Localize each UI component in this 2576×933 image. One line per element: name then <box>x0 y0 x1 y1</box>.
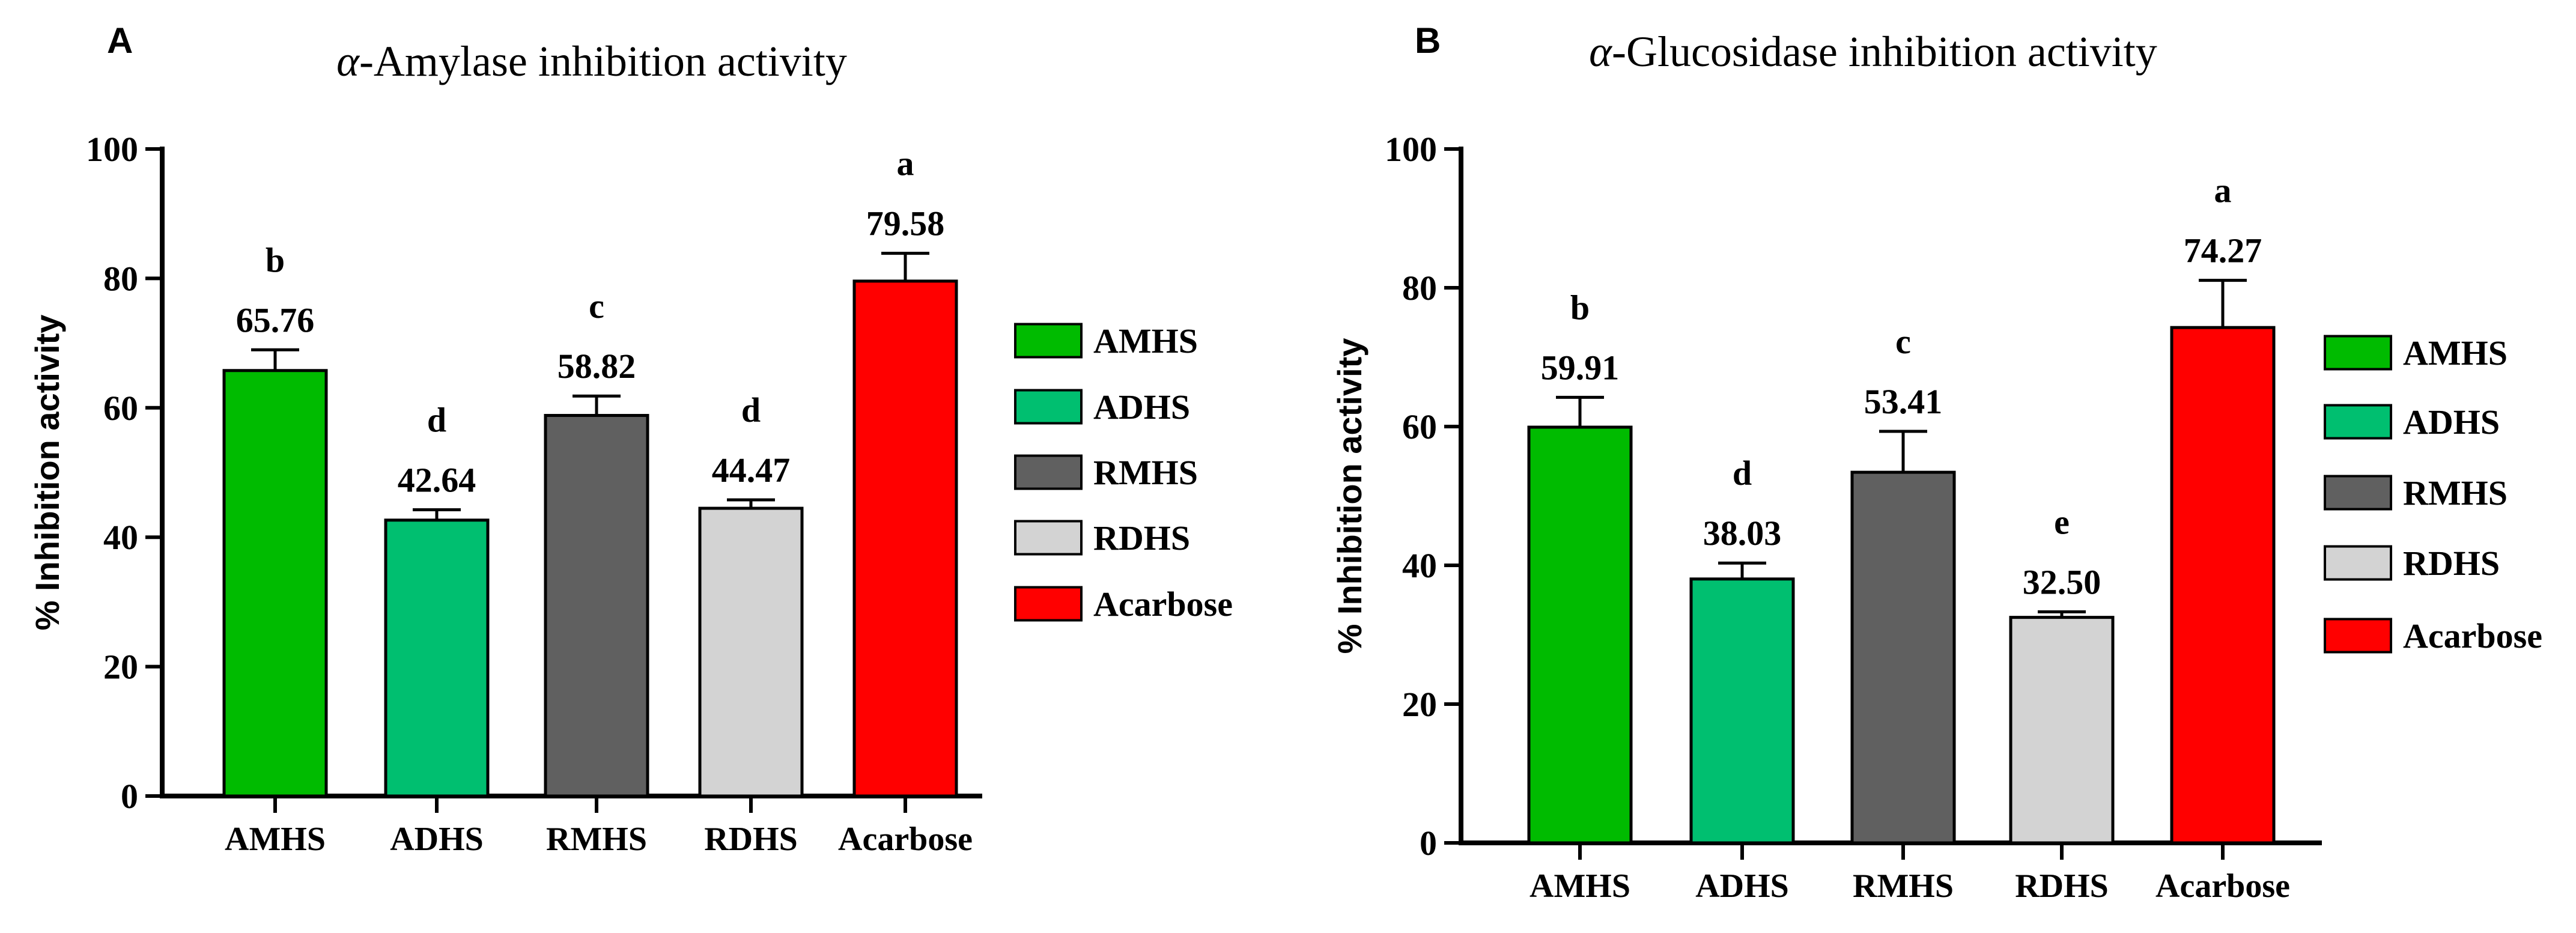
y-tick-label: 0 <box>121 777 138 816</box>
y-tick-label: 60 <box>1402 407 1437 446</box>
value-label-rdhs: 44.47 <box>712 451 791 490</box>
value-label-rmhs: 53.41 <box>1864 382 1943 421</box>
x-tick-label-acarbose: Acarbose <box>2155 868 2290 905</box>
bar-rmhs <box>544 414 649 798</box>
y-tick-label: 80 <box>1402 269 1437 308</box>
y-axis-label: % Inhibition activity <box>1331 338 1368 654</box>
legend-label-acarbose: Acarbose <box>1093 585 1233 624</box>
x-tick-label-acarbose: Acarbose <box>838 821 973 858</box>
panel-letter: B <box>1415 20 1441 61</box>
y-tick-label: 100 <box>86 130 138 169</box>
value-label-rmhs: 58.82 <box>557 347 636 386</box>
chart-title-greek: α <box>336 37 360 85</box>
value-label-adhs: 38.03 <box>1703 514 1782 553</box>
legend-swatch-amhs <box>1014 323 1083 359</box>
y-tick-label: 0 <box>1420 824 1437 863</box>
y-tick-label: 20 <box>103 648 138 687</box>
chart-title: α-Amylase inhibition activity <box>336 37 847 85</box>
significance-label-adhs: d <box>427 401 446 440</box>
value-label-acarbose: 79.58 <box>866 204 945 243</box>
x-tick-label-adhs: ADHS <box>390 821 484 858</box>
legend-label-acarbose: Acarbose <box>2403 616 2542 655</box>
significance-label-amhs: b <box>1570 288 1590 327</box>
y-tick-label: 20 <box>1402 685 1437 724</box>
y-tick-label: 80 <box>103 259 138 298</box>
significance-label-adhs: d <box>1733 454 1752 493</box>
y-tick-label: 40 <box>1402 546 1437 585</box>
significance-label-rmhs: c <box>589 287 604 326</box>
bar-acarbose <box>2170 326 2276 845</box>
bar-rmhs <box>1850 470 1956 845</box>
chart-title-text: -Glucosidase inhibition activity <box>1612 28 2157 76</box>
legend-swatch-rdhs <box>1014 520 1083 556</box>
legend-swatch-adhs <box>1014 389 1083 425</box>
value-label-amhs: 65.76 <box>236 300 315 339</box>
x-tick-label-adhs: ADHS <box>1695 868 1789 905</box>
bar-rdhs <box>698 506 804 798</box>
value-label-amhs: 59.91 <box>1541 348 1620 387</box>
legend-label-rdhs: RDHS <box>2403 544 2500 583</box>
value-label-adhs: 42.64 <box>398 461 476 500</box>
significance-label-acarbose: a <box>897 144 914 183</box>
x-tick-label-rmhs: RMHS <box>1853 868 1954 905</box>
value-label-acarbose: 74.27 <box>2184 231 2262 270</box>
legend-label-amhs: AMHS <box>1093 321 1198 360</box>
y-tick-label: 100 <box>1385 130 1437 169</box>
bar-adhs <box>1689 577 1795 845</box>
panel-letter: A <box>107 20 133 61</box>
legend-label-rmhs: RMHS <box>1093 453 1198 492</box>
legend-label-rmhs: RMHS <box>2403 473 2508 512</box>
x-tick-label-rmhs: RMHS <box>546 821 647 858</box>
significance-label-rmhs: c <box>1895 322 1911 361</box>
legend-label-adhs: ADHS <box>2403 403 2500 442</box>
significance-label-rdhs: d <box>741 391 761 430</box>
chart-title-greek: α <box>1589 28 1612 76</box>
x-tick-label-rdhs: RDHS <box>704 821 798 858</box>
bar-rdhs <box>2009 616 2115 845</box>
y-tick-label: 40 <box>103 518 138 557</box>
bar-amhs <box>1527 425 1633 845</box>
x-tick-label-amhs: AMHS <box>1530 868 1630 905</box>
legend-label-rdhs: RDHS <box>1093 518 1190 558</box>
legend-swatch-acarbose <box>2324 618 2392 654</box>
x-tick-label-rdhs: RDHS <box>2015 868 2109 905</box>
significance-label-amhs: b <box>266 240 285 279</box>
legend-label-amhs: AMHS <box>2403 333 2508 372</box>
chart-title-text: -Amylase inhibition activity <box>359 37 847 85</box>
bar-acarbose <box>852 279 958 798</box>
significance-label-acarbose: a <box>2214 171 2232 210</box>
legend-swatch-rdhs <box>2324 545 2392 581</box>
legend-label-adhs: ADHS <box>1093 387 1190 427</box>
y-axis-label: % Inhibition activity <box>28 315 66 631</box>
significance-label-rdhs: e <box>2054 502 2070 541</box>
legend-swatch-acarbose <box>1014 586 1083 622</box>
legend-swatch-amhs <box>2324 335 2392 371</box>
value-label-rdhs: 32.50 <box>2023 562 2101 601</box>
legend-swatch-adhs <box>2324 404 2392 440</box>
legend-swatch-rmhs <box>2324 475 2392 511</box>
bar-amhs <box>222 369 328 798</box>
x-tick-label-amhs: AMHS <box>225 821 326 858</box>
legend-swatch-rmhs <box>1014 454 1083 490</box>
chart-title: α-Glucosidase inhibition activity <box>1589 28 2157 76</box>
y-tick-label: 60 <box>103 389 138 428</box>
bar-adhs <box>384 518 490 798</box>
